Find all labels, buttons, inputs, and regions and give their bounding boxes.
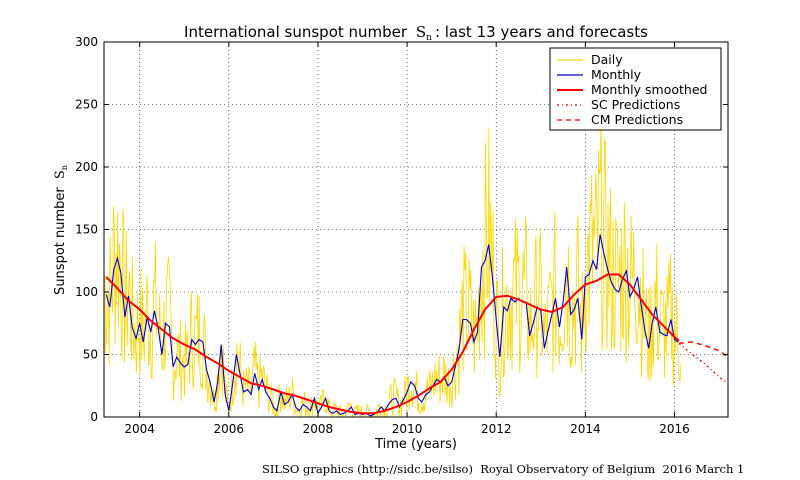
x-tick-label: 2014 bbox=[570, 422, 601, 436]
x-tick-label: 2010 bbox=[392, 422, 423, 436]
cm-predictions-line bbox=[678, 341, 729, 358]
axis-ticks: 2004 2006 2008 2010 2012 2014 2016 0 50 100 150 200… bbox=[75, 35, 728, 436]
monthly-line bbox=[105, 234, 679, 417]
x-tick-label: 2006 bbox=[214, 422, 245, 436]
x-tick-label: 2008 bbox=[303, 422, 334, 436]
x-axis-label: Time (years) bbox=[374, 437, 457, 452]
legend-label: CM Predictions bbox=[591, 112, 683, 127]
legend-label: Daily bbox=[591, 52, 623, 67]
x-tick-label: 2004 bbox=[124, 422, 155, 436]
chart-title: International sunspot number Sn: last 13… bbox=[184, 23, 648, 43]
legend-label: Monthly smoothed bbox=[591, 82, 707, 97]
y-axis-label: Sunspot number Sn bbox=[53, 165, 69, 295]
y-tick-label: 150 bbox=[75, 223, 98, 237]
y-tick-label: 0 bbox=[90, 410, 98, 424]
x-tick-label: 2012 bbox=[481, 422, 512, 436]
y-tick-label: 200 bbox=[75, 160, 98, 174]
y-tick-label: 300 bbox=[75, 35, 98, 49]
legend-label: SC Predictions bbox=[591, 97, 680, 112]
y-tick-label: 100 bbox=[75, 285, 98, 299]
x-tick-label: 2016 bbox=[659, 422, 690, 436]
y-tick-label: 50 bbox=[83, 348, 98, 362]
footer-credit: SILSO graphics (http://sidc.be/silso) Ro… bbox=[262, 462, 745, 476]
sc-predictions-line bbox=[678, 342, 729, 384]
legend-label: Monthly bbox=[591, 67, 642, 82]
monthly-smoothed-line bbox=[105, 273, 680, 415]
y-tick-label: 250 bbox=[75, 98, 98, 112]
series-lines bbox=[105, 234, 729, 417]
